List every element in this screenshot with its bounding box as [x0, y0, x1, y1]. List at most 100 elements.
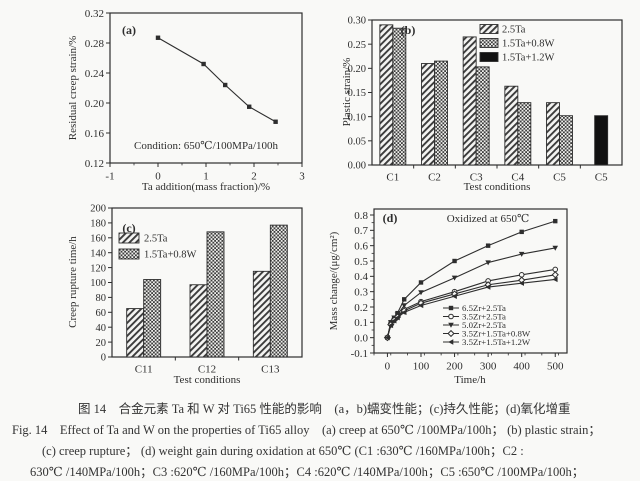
- legend-label: 5.0Zr+2.5Ta: [462, 320, 506, 330]
- y-tick-label: 0.4: [354, 271, 368, 283]
- legend-label: 2.5Ta: [144, 234, 168, 245]
- legend-label: 3.5Zr+1.5Ta+0.8W: [462, 329, 531, 339]
- x-category-label: C5: [595, 171, 608, 183]
- y-tick-label: 80: [96, 293, 107, 304]
- bar-2.5Ta-C2: [421, 63, 435, 166]
- series-3.5Zr+1.5Ta+1.2W: [384, 276, 558, 341]
- y-tick-label: 0.05: [348, 137, 366, 148]
- y-tick-label: 0: [101, 353, 106, 364]
- legend-label: 1.5Ta+1.2W: [502, 53, 555, 64]
- bar-2.5Ta-C3: [462, 36, 477, 166]
- y-tick-label: 140: [90, 248, 106, 259]
- legend: 2.5Ta 1.5Ta+0.8W: [118, 232, 197, 261]
- x-tick-label: 3: [299, 170, 305, 182]
- x-category-label: C1: [386, 171, 399, 183]
- x-tick-label: 500: [547, 360, 564, 372]
- chart-c-svg: 0 20 40 60 80 100 120 140 160 180 200 C11 C12 C13 (c) T…: [67, 204, 303, 386]
- y-tick-label: 100: [90, 278, 106, 289]
- y-tick-label: 200: [90, 204, 106, 215]
- legend-label: 1.5Ta+0.8W: [144, 250, 197, 261]
- bar-1.5Ta+0.8W-C11: [143, 279, 162, 358]
- figure-caption: 图 14 合金元素 Ta 和 W 对 Ti65 性能的影响 (a，b)蠕变性能；…: [0, 399, 640, 481]
- bar-2.5Ta-C11: [126, 308, 145, 358]
- legend-label: 3.5Zr+2.5Ta: [462, 312, 506, 322]
- bar-1.5Ta+0.8W-C4: [517, 102, 532, 166]
- bar-2.5Ta-C13: [252, 270, 271, 358]
- legend-label: 2.5Ta: [502, 25, 526, 36]
- panel-a-residual-creep-line-chart: -1 0 1 2 3 0.12 0.16 0.20 0.24 0.28 0.32 (a) Conditi…: [0, 0, 320, 195]
- y-tick-label: 0.3: [354, 287, 368, 299]
- chart-d-svg: 0 100 200 300 400 500 -0.1 0.0 0.1 0.2 0.3 0.4 0.5 0.…: [328, 208, 568, 386]
- y-tick-label: 0.10: [348, 112, 366, 123]
- x-tick-label: 2: [251, 170, 257, 182]
- x-tick-label: 200: [446, 360, 463, 372]
- x-category-label: C2: [428, 171, 441, 183]
- x-axis-label: Time/h: [454, 374, 486, 386]
- bar-1.5Ta+0.8W-C12: [206, 231, 225, 358]
- series-residual-creep-strain: [155, 35, 278, 124]
- y-tick-label: 0.30: [348, 16, 366, 27]
- y-tick-label: 120: [90, 263, 106, 274]
- x-tick-label: 0: [155, 170, 161, 182]
- x-category-label: C11: [135, 363, 153, 375]
- caption-line-english-2: (c) creep rupture； (d) weight gain durin…: [42, 444, 524, 458]
- panel-b-plastic-strain-bar-chart: 0.00 0.05 0.10 0.15 0.20 0.25 0.30 C1 C2 C3 C4 C5 C5…: [320, 0, 640, 195]
- caption-line-chinese: 图 14 合金元素 Ta 和 W 对 Ti65 性能的影响 (a，b)蠕变性能；…: [78, 402, 571, 416]
- panel-label: (b): [401, 23, 416, 37]
- axes-frame: [373, 208, 568, 354]
- bar-1.5Ta+1.2W-C5: [594, 115, 609, 166]
- panel-c-creep-rupture-bar-chart: 0 20 40 60 80 100 120 140 160 180 200 C11 C12 C13 (c) T…: [0, 195, 320, 395]
- x-tick-label: 300: [480, 360, 497, 372]
- x-tick-label: -1: [105, 170, 114, 182]
- x-tick-label: 100: [413, 360, 430, 372]
- y-tick-label: 0.28: [85, 38, 105, 50]
- y-tick-label: 0.6: [354, 241, 368, 253]
- y-axis-label: Plastic strain/%: [341, 58, 353, 127]
- bar-2.5Ta-C4: [504, 85, 519, 166]
- legend: 2.5Ta 1.5Ta+0.8W 1.5Ta+1.2W: [479, 24, 555, 64]
- caption-line-english-3: 630℃ /140MPa/100h；C3 :620℃ /160MPa/100h；…: [30, 465, 585, 479]
- y-tick-label: 0.12: [85, 158, 104, 170]
- y-tick-label: 0.5: [354, 256, 368, 268]
- bar-2.5Ta-C5: [546, 102, 560, 166]
- y-tick-label: 20: [96, 338, 107, 349]
- y-axis-label: Mass change/(μg/cm²): [328, 231, 340, 330]
- panel-label: (d): [383, 211, 398, 225]
- panel-label: (a): [122, 23, 136, 37]
- y-tick-label: 0.0: [354, 333, 368, 345]
- panel-label: (c): [122, 221, 135, 235]
- bar-1.5Ta+0.8W-C1: [392, 27, 407, 166]
- panel-d-oxidation-line-chart: 0 100 200 300 400 500 -0.1 0.0 0.1 0.2 0.3 0.4 0.5 0.…: [320, 195, 640, 395]
- x-axis-label: Ta addition(mass fraction)/%: [142, 181, 270, 193]
- caption-line-english-1: Fig. 14 Effect of Ta and W on the proper…: [12, 423, 601, 437]
- x-category-label: C4: [511, 171, 524, 183]
- y-tick-label: 0.32: [85, 8, 104, 20]
- x-category-label: C5: [553, 171, 566, 183]
- y-tick-label: 0.1: [354, 317, 368, 329]
- legend-label: 3.5Zr+1.5Ta+1.2W: [462, 337, 531, 347]
- bar-1.5Ta+0.8W-C5: [559, 115, 573, 166]
- bar-2.5Ta-C1: [379, 24, 394, 166]
- y-tick-label: 0.15: [348, 88, 366, 99]
- y-tick-label: 0.8: [354, 210, 368, 222]
- x-category-label: C3: [470, 171, 483, 183]
- legend-label: 1.5Ta+0.8W: [502, 39, 555, 50]
- y-tick-label: 0.20: [85, 98, 105, 110]
- y-tick-label: 0.2: [354, 302, 368, 314]
- y-tick-label: 0.20: [348, 64, 366, 75]
- legend: 6.5Zr+2.5Ta3.5Zr+2.5Ta5.0Zr+2.5Ta3.5Zr+1…: [443, 303, 531, 347]
- bar-1.5Ta+0.8W-C13: [269, 224, 288, 358]
- chart-a-svg: -1 0 1 2 3 0.12 0.16 0.20 0.24 0.28 0.32 (a) Conditi…: [67, 8, 305, 193]
- y-tick-label: 0.16: [85, 128, 105, 140]
- y-tick-label: 0.00: [348, 161, 366, 172]
- bar-2.5Ta-C12: [189, 284, 208, 358]
- y-axis-label: Creep rupture time/h: [67, 236, 79, 328]
- y-tick-label: 0.7: [354, 225, 368, 237]
- y-tick-label: 180: [90, 219, 106, 230]
- x-axis-label: Test conditions: [174, 374, 241, 386]
- bar-1.5Ta+0.8W-C3: [475, 66, 490, 166]
- legend-label: 6.5Zr+2.5Ta: [462, 303, 506, 313]
- x-category-label: C12: [198, 363, 216, 375]
- y-tick-label: 40: [96, 323, 107, 334]
- x-tick-label: 400: [513, 360, 530, 372]
